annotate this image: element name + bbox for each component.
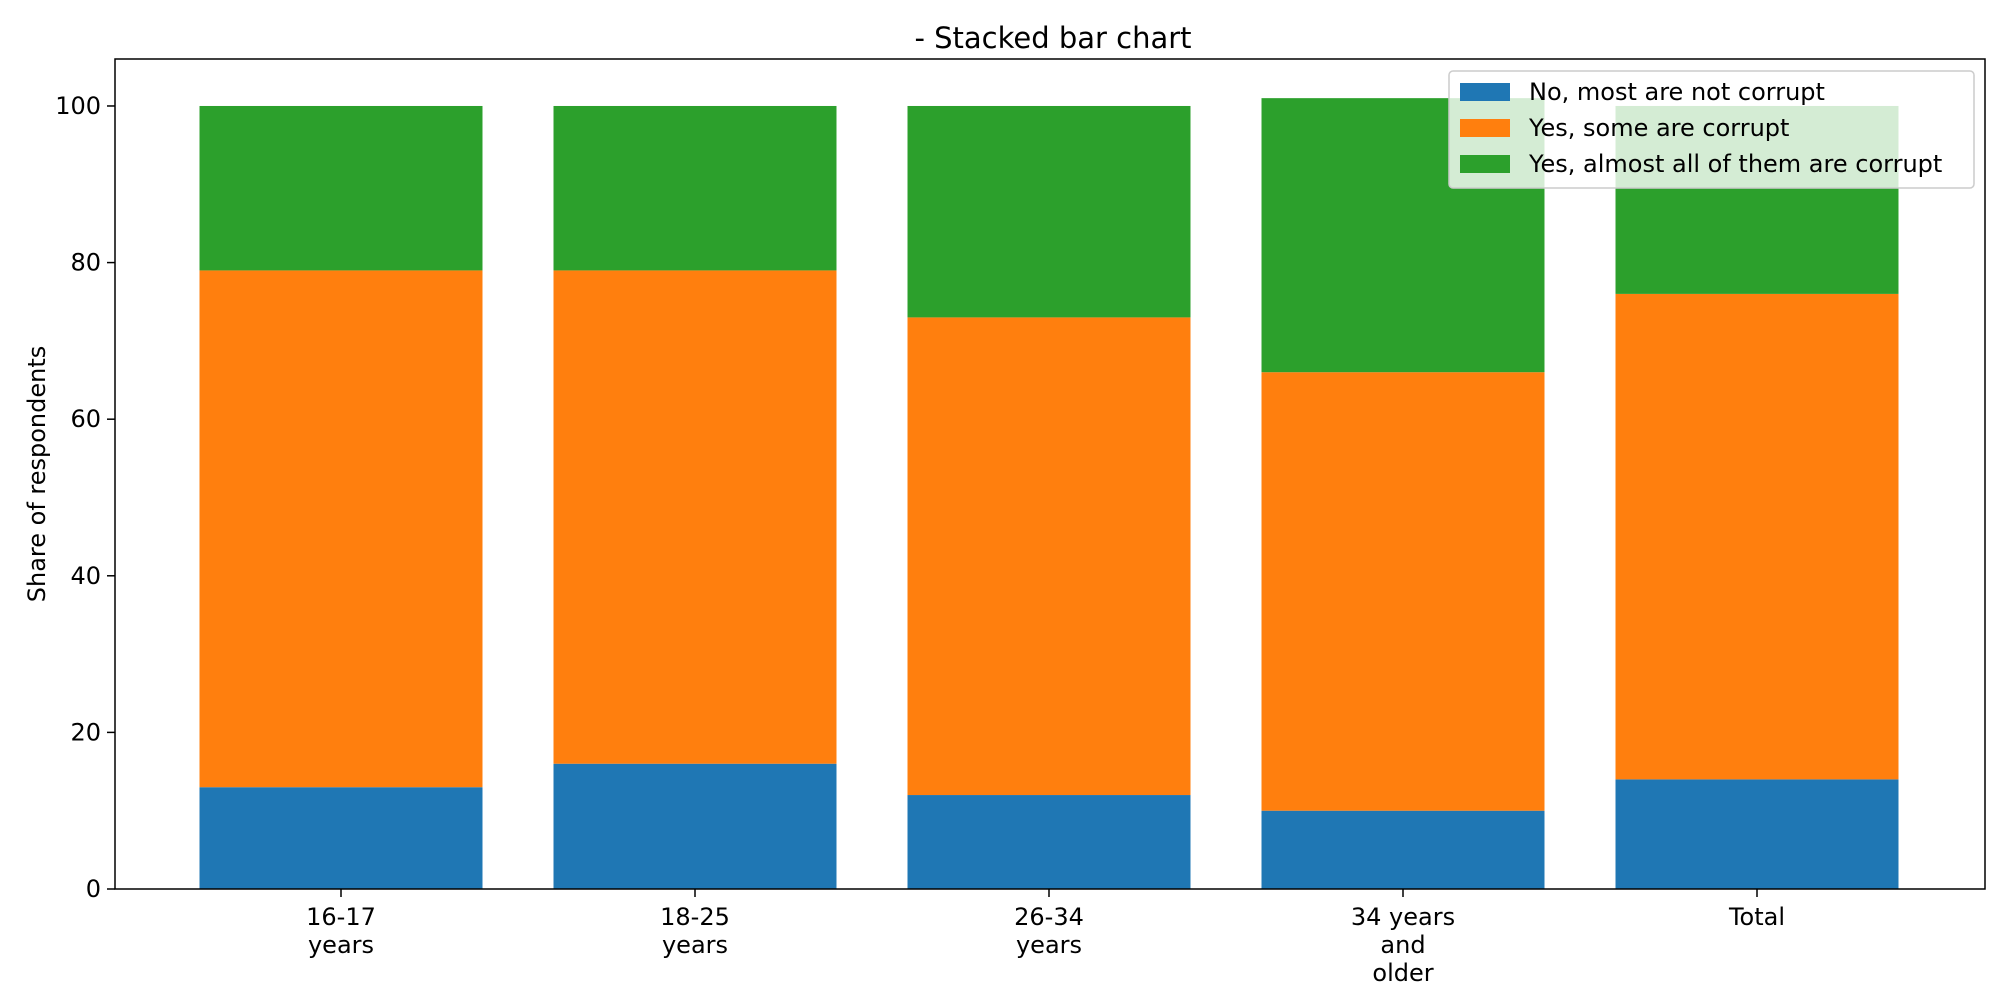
y-tick-label: 40 [70, 562, 101, 590]
x-tick-label-line: 18-25 [660, 903, 730, 931]
y-tick-label: 80 [70, 249, 101, 277]
bar-segment [553, 763, 837, 889]
legend-label: Yes, some are corrupt [1528, 114, 1789, 142]
bar-segment [199, 105, 483, 271]
legend: No, most are not corrupt Yes, some are co… [1448, 70, 1975, 189]
legend-box [1448, 70, 1975, 189]
plot-frame [114, 58, 1986, 890]
legend-swatch [1460, 155, 1510, 173]
legend-swatch [1460, 119, 1510, 137]
y-axis-label: Share of respondents [23, 346, 51, 603]
x-tick-label: Total [1728, 903, 1785, 931]
x-tick-label: 26-34 years [1014, 903, 1084, 959]
bar-segment [907, 105, 1191, 318]
x-tick-label-line: and [1380, 931, 1425, 959]
bar-segment [1615, 779, 1899, 889]
x-tick-label: 18-25 years [660, 903, 730, 959]
x-tick-label-line: older [1372, 959, 1433, 987]
legend-label: No, most are not corrupt [1529, 78, 1825, 106]
bar-segment [199, 270, 483, 788]
bar-segment [1261, 810, 1545, 889]
x-tick-label-line: 34 years [1351, 903, 1455, 931]
x-tick-label-line: Total [1728, 903, 1785, 931]
bar-segment [1615, 293, 1899, 780]
bar-segment [553, 270, 837, 764]
legend-label: Yes, almost all of them are corrupt [1528, 150, 1942, 178]
bar-segment [553, 105, 837, 271]
chart-title: - Stacked bar chart [914, 21, 1191, 55]
bar-segment [1261, 372, 1545, 811]
y-tick-label: 60 [70, 405, 101, 433]
bars-layer [199, 98, 1899, 889]
x-tick-label-line: years [662, 931, 728, 959]
bar-segment [199, 787, 483, 889]
x-tick-label-line: 26-34 [1014, 903, 1084, 931]
y-tick-label: 0 [86, 875, 101, 903]
x-tick-label-line: years [308, 931, 374, 959]
x-tick-label: 16-17 years [306, 903, 376, 959]
bar-segment [907, 317, 1191, 796]
legend-swatch [1460, 83, 1510, 101]
y-tick-label: 100 [55, 92, 101, 120]
bar-segment [907, 795, 1191, 889]
x-tick-label-line: 16-17 [306, 903, 376, 931]
x-tick-label: 34 years and older [1351, 903, 1455, 987]
x-tick-label-line: years [1016, 931, 1082, 959]
y-tick-label: 20 [70, 718, 101, 746]
